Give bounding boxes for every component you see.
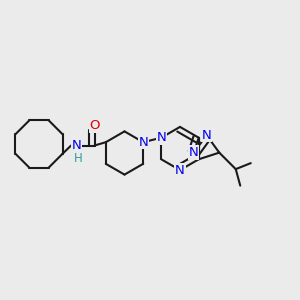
Text: N: N: [138, 136, 148, 149]
Text: N: N: [175, 164, 185, 177]
Text: N: N: [202, 129, 212, 142]
Text: H: H: [74, 152, 83, 166]
Text: N: N: [156, 131, 166, 144]
Text: O: O: [89, 119, 100, 133]
Text: N: N: [189, 146, 199, 159]
Text: N: N: [72, 139, 81, 152]
